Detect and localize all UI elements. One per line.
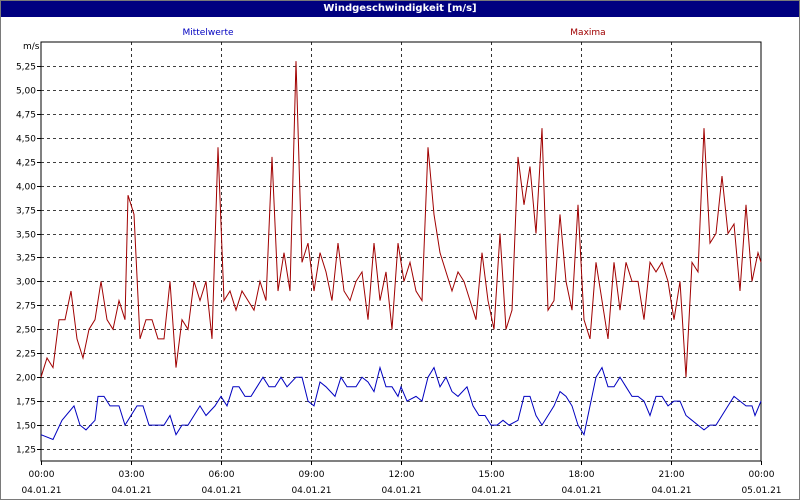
y-tick-label: 3,00: [16, 278, 36, 288]
y-tick-label: 3,75: [16, 207, 36, 217]
y-tick-label: 3,25: [16, 254, 36, 264]
x-tick-time: 00:00: [29, 470, 55, 480]
x-tick-time: 18:00: [569, 470, 595, 480]
x-tick-date: 04.01.21: [201, 486, 241, 496]
x-tick-time: 06:00: [209, 470, 235, 480]
x-tick-time: 00:00: [749, 470, 775, 480]
legend-mean: Mittelwerte: [182, 28, 233, 38]
plot-area: [40, 41, 762, 462]
y-tick-label: 5,00: [16, 87, 36, 97]
x-tick-time: 12:00: [389, 470, 415, 480]
series-line-mean: [40, 365, 762, 441]
x-tick-date: 04.01.21: [471, 486, 511, 496]
y-tick-label: 4,50: [16, 135, 36, 145]
window-title: Windgeschwindigkeit [m/s]: [1, 1, 799, 17]
x-tick-date: 04.01.21: [291, 486, 331, 496]
y-tick-label: 2,25: [16, 350, 36, 360]
x-tick-date: 05.01.21: [741, 486, 781, 496]
y-tick-label: 4,25: [16, 159, 36, 169]
y-tick-label: 4,75: [16, 111, 36, 121]
y-tick-label: 2,50: [16, 326, 36, 336]
y-tick-label: 1,75: [16, 398, 36, 408]
x-tick-date: 04.01.21: [21, 486, 61, 496]
x-tick-date: 04.01.21: [381, 486, 421, 496]
legend-max: Maxima: [570, 28, 605, 38]
y-tick-label: 2,75: [16, 302, 36, 312]
series-line-max: [40, 61, 762, 378]
y-axis-label: m/s: [23, 42, 40, 52]
x-tick-time: 15:00: [479, 470, 505, 480]
x-tick-time: 09:00: [299, 470, 325, 480]
x-tick-date: 04.01.21: [111, 486, 151, 496]
y-tick-label: 2,00: [16, 374, 36, 384]
x-tick-time: 03:00: [119, 470, 145, 480]
x-tick-date: 04.01.21: [651, 486, 691, 496]
x-tick-date: 04.01.21: [561, 486, 601, 496]
y-tick-label: 1,25: [16, 446, 36, 456]
y-tick-label: 1,50: [16, 422, 36, 432]
y-tick-label: 4,00: [16, 183, 36, 193]
y-tick-label: 5,25: [16, 63, 36, 73]
x-tick-time: 21:00: [659, 470, 685, 480]
y-tick-label: 3,50: [16, 231, 36, 241]
